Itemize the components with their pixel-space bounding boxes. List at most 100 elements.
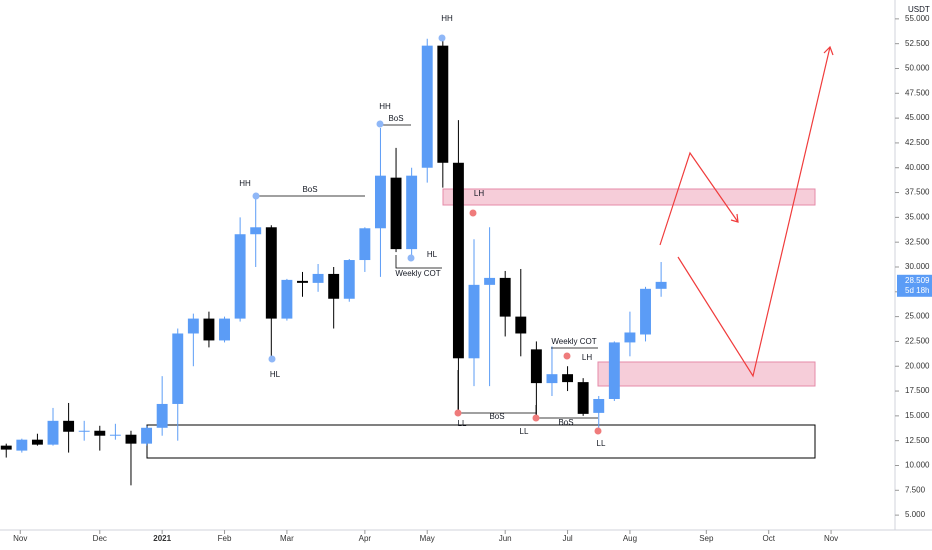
candle-body (141, 427, 153, 444)
y-tick-label: 10.000 (905, 461, 930, 470)
currency-label: USDT (908, 5, 930, 14)
y-tick-label: 20.000 (905, 361, 930, 370)
arrow-head (823, 45, 834, 56)
candle-body (0, 445, 12, 450)
candle-body (172, 333, 184, 404)
arrow-head (730, 213, 739, 223)
annotation: LL (458, 419, 467, 428)
candle-body (94, 430, 106, 436)
supply-zone (442, 188, 816, 206)
swing-dots (252, 34, 446, 363)
candle-body (219, 318, 230, 341)
candle-body (530, 349, 542, 384)
x-tick-label: Jul (562, 534, 572, 543)
candle-body (125, 434, 137, 444)
y-tick-label: 30.000 (905, 262, 930, 271)
x-tick-label: Aug (623, 534, 637, 543)
y-tick-label: 5.000 (905, 510, 926, 519)
y-tick-label: 50.000 (905, 64, 930, 73)
annotation: BoS (388, 114, 403, 123)
y-tick-label: 7.500 (905, 485, 926, 494)
annotation: HH (239, 179, 251, 188)
demand-zone (597, 361, 816, 387)
y-tick-label: 40.000 (905, 163, 930, 172)
candle-body (265, 227, 277, 319)
last-price-box (897, 274, 932, 297)
ll-dot (594, 427, 602, 435)
candle-body (187, 318, 199, 334)
candle-body (468, 284, 480, 359)
candle-body (281, 279, 293, 319)
y-tick-label: 32.500 (905, 237, 930, 246)
annotation: Weekly COT (551, 337, 596, 346)
candle-body (624, 332, 636, 343)
countdown-label: 5d 18h (905, 286, 929, 295)
x-tick-label: Dec (93, 534, 107, 543)
candle-body (390, 177, 402, 250)
hh-dot (438, 34, 446, 42)
annotation: HL (427, 250, 438, 259)
annotation: BoS (558, 418, 573, 427)
y-tick-label: 22.500 (905, 337, 930, 346)
x-tick-label: Sep (699, 534, 714, 543)
annotation: Weekly COT (395, 269, 440, 278)
candle-body (312, 273, 324, 283)
candle-body (640, 288, 651, 335)
x-tick-label: May (420, 534, 435, 543)
candle-body (577, 382, 589, 414)
arrow (677, 46, 831, 378)
x-tick-label: Nov (824, 534, 838, 543)
candle-body (374, 175, 386, 229)
candle-body (499, 277, 511, 317)
candle-body (562, 374, 574, 383)
projection-arrows (659, 45, 834, 378)
y-tick-label: 55.000 (905, 14, 930, 23)
y-tick-label: 12.500 (905, 436, 930, 445)
x-tick-label: Oct (762, 534, 775, 543)
y-tick-label: 37.500 (905, 188, 930, 197)
y-tick-label: 35.000 (905, 212, 930, 221)
candle-body (16, 439, 28, 451)
candle-body (359, 228, 371, 261)
candle-body (234, 234, 246, 319)
candle-body (250, 227, 262, 235)
candle-body (546, 374, 558, 384)
candle-body (421, 45, 433, 168)
y-tick-label: 47.500 (905, 88, 930, 97)
candle-body (63, 420, 75, 432)
ll-dot (532, 414, 540, 422)
y-tick-label: 15.000 (905, 411, 930, 420)
candle-body (484, 277, 496, 285)
annotation: LL (520, 427, 529, 436)
candle-body (655, 281, 667, 289)
annotation: HH (441, 14, 453, 23)
x-tick-label: Nov (13, 534, 27, 543)
y-tick-label: 52.500 (905, 39, 930, 48)
candle-body (593, 398, 605, 413)
y-tick-label: 42.500 (905, 138, 930, 147)
candle-body (343, 260, 355, 299)
lh-dot (469, 209, 477, 217)
candle-body (297, 280, 308, 283)
lh-dot (563, 352, 571, 360)
hl-dot (407, 254, 415, 262)
candle-body (109, 434, 121, 436)
y-tick-label: 17.500 (905, 386, 930, 395)
x-tick-label: Mar (280, 534, 294, 543)
hh-dot (376, 120, 384, 128)
hh-dot (252, 192, 260, 200)
structure-lines (256, 124, 598, 419)
ll-dot (454, 409, 462, 417)
y-tick-label: 45.000 (905, 113, 930, 122)
swing-dots (454, 209, 602, 435)
arrow (659, 151, 739, 246)
x-tick-label: Apr (359, 534, 372, 543)
candle-body (31, 439, 43, 445)
candle-body (437, 45, 449, 163)
last-price-label: 28.509 (905, 276, 930, 285)
x-tick-label: Jun (499, 534, 512, 543)
candle-body (328, 273, 340, 299)
candle-body (203, 318, 215, 341)
candle-body (156, 403, 168, 428)
cot-line (395, 255, 442, 269)
